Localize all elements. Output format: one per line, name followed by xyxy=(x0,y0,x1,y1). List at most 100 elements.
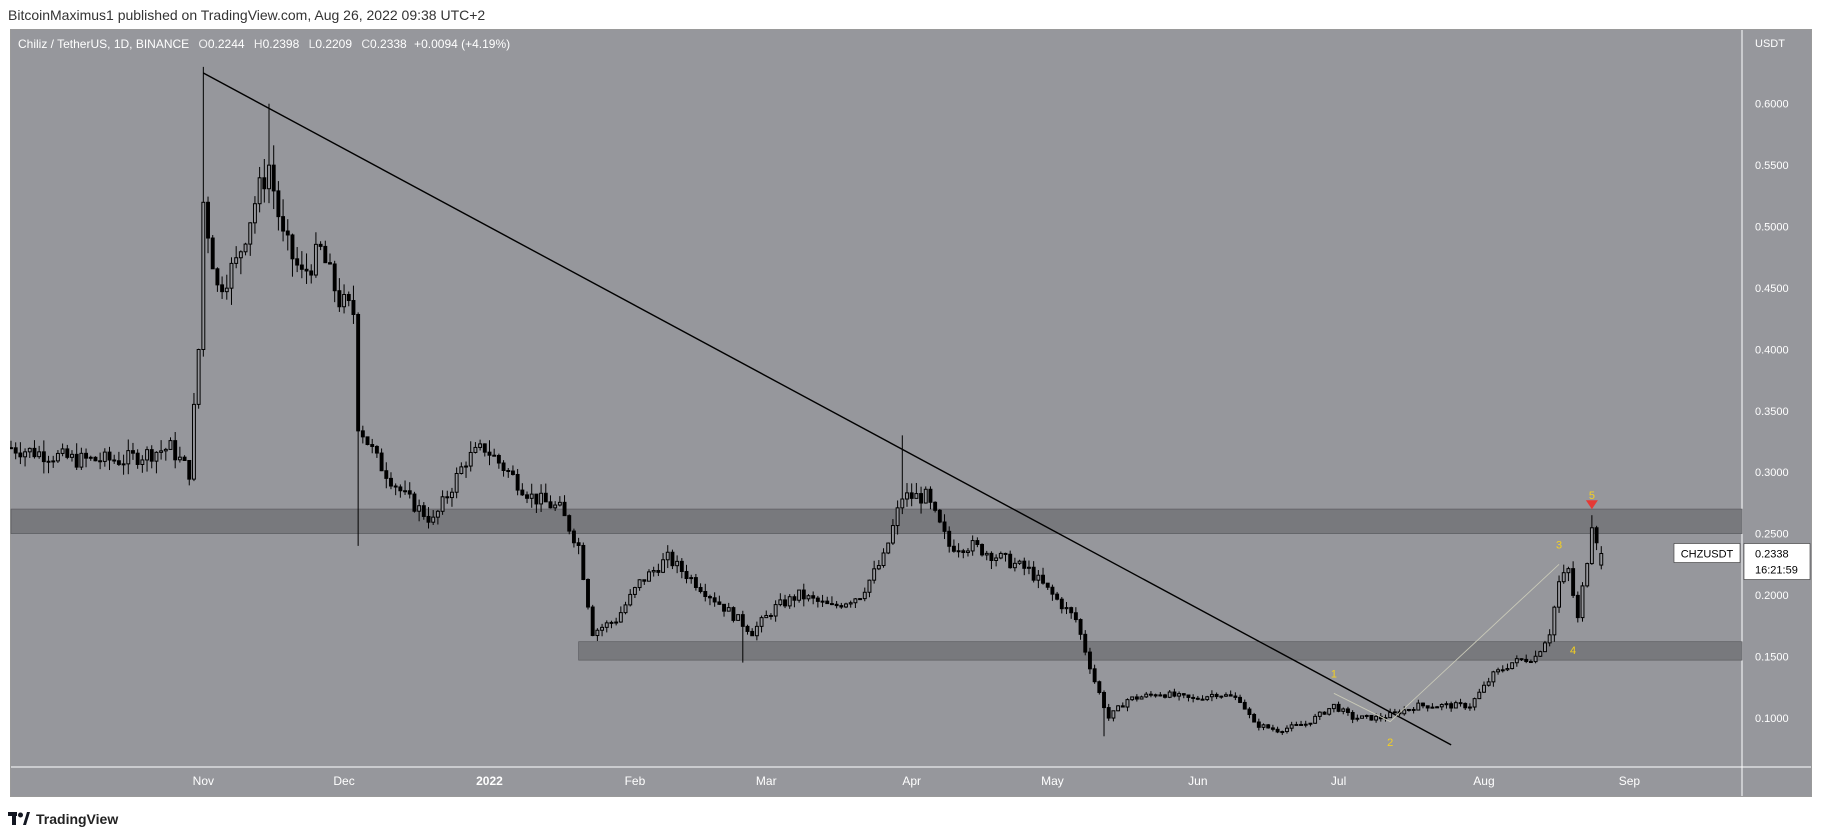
candle-body xyxy=(815,597,820,602)
candle xyxy=(675,555,680,574)
candle xyxy=(1449,701,1454,712)
candle xyxy=(41,440,46,474)
wave-count-path[interactable] xyxy=(1333,563,1560,723)
candle xyxy=(407,482,412,499)
candle xyxy=(1317,711,1322,720)
candle-body xyxy=(1087,651,1092,670)
price-axis-panel[interactable] xyxy=(1742,30,1811,767)
candle-body xyxy=(703,591,708,598)
candle xyxy=(510,465,515,476)
candle xyxy=(1242,699,1247,710)
time-tick-label: Jun xyxy=(1188,774,1207,788)
candle xyxy=(1083,630,1088,656)
candle-body xyxy=(384,470,389,479)
candle-body xyxy=(276,190,281,218)
candle-body xyxy=(459,466,464,474)
candle-body xyxy=(689,577,694,580)
candle xyxy=(722,603,726,617)
candle-body xyxy=(177,456,182,461)
candle xyxy=(356,312,361,546)
candle xyxy=(571,528,576,548)
wave-label-1: 1 xyxy=(1331,668,1337,680)
time-axis-panel[interactable] xyxy=(11,767,1742,796)
candle xyxy=(1411,707,1416,714)
candle-body xyxy=(829,603,834,606)
candle-body xyxy=(1435,706,1440,709)
candle-body xyxy=(792,596,797,601)
candle xyxy=(811,591,816,605)
candle xyxy=(403,480,408,495)
candle-body xyxy=(445,496,450,499)
candle-body xyxy=(328,262,332,265)
candle xyxy=(553,501,558,511)
candle-body xyxy=(900,498,905,509)
candle xyxy=(1055,591,1060,601)
time-tick-label: Apr xyxy=(902,774,921,788)
candle xyxy=(1041,567,1045,585)
candle xyxy=(1247,707,1252,719)
candle-body xyxy=(60,448,65,454)
candle xyxy=(295,247,300,273)
candle xyxy=(79,447,84,470)
candle-body xyxy=(1242,701,1247,710)
candle-body xyxy=(534,493,539,505)
candle xyxy=(895,500,900,535)
candle-body xyxy=(1238,696,1243,703)
candle-body xyxy=(1027,566,1031,569)
candle xyxy=(1172,688,1177,698)
candle xyxy=(51,455,56,468)
legend-symbol[interactable]: Chiliz / TetherUS, 1D, BINANCE xyxy=(18,37,190,51)
candle-body xyxy=(468,451,473,467)
candle-body xyxy=(210,237,215,270)
candle xyxy=(792,594,797,608)
wave-label-4: 4 xyxy=(1570,645,1576,657)
last-price-tag[interactable] xyxy=(1743,543,1811,580)
candle xyxy=(145,446,149,472)
candle xyxy=(1031,561,1036,583)
candle xyxy=(464,461,468,478)
tradingview-logo-icon[interactable] xyxy=(8,812,30,826)
candle xyxy=(1458,698,1463,707)
candle xyxy=(1064,601,1069,615)
ticker-tag[interactable] xyxy=(1673,543,1741,563)
candle xyxy=(984,550,989,561)
candle-body xyxy=(1350,711,1355,720)
candle xyxy=(370,438,375,454)
candle-body xyxy=(182,456,187,461)
candle xyxy=(1533,650,1538,664)
candle-body xyxy=(1561,572,1566,583)
legend-open-label: O xyxy=(198,37,208,51)
candle-body xyxy=(220,284,225,293)
candle xyxy=(149,445,154,469)
candle-body xyxy=(693,577,698,588)
price-tick-label: 0.4500 xyxy=(1755,283,1789,295)
candle xyxy=(1200,695,1205,701)
candle xyxy=(1097,680,1102,695)
candle-body xyxy=(1050,586,1055,595)
candle-body xyxy=(778,599,783,606)
candle-body xyxy=(379,452,384,472)
candle xyxy=(88,455,93,461)
resistance-zone[interactable] xyxy=(10,508,1743,534)
tradingview-brand[interactable]: TradingView xyxy=(36,811,119,827)
candle xyxy=(182,455,187,461)
legend-high-label: H xyxy=(253,37,263,51)
candle-body xyxy=(933,501,938,511)
candle-body xyxy=(229,262,234,289)
candle-body xyxy=(323,245,328,264)
candle xyxy=(609,620,614,629)
candle-body xyxy=(1341,708,1346,712)
candle xyxy=(1547,629,1552,647)
candle xyxy=(1599,546,1604,570)
candle-body xyxy=(1505,668,1510,671)
candle xyxy=(520,483,525,496)
candle-body xyxy=(520,489,525,496)
support-zone[interactable] xyxy=(578,641,1743,661)
candle xyxy=(1580,582,1585,622)
descending-trendline[interactable] xyxy=(203,72,1452,746)
price-chart[interactable]: USDT 1 2 3 4 5 0.1000 0.1500 0.2000 0.2500 0.300… xyxy=(10,29,1812,797)
candle xyxy=(46,455,51,474)
candle xyxy=(187,459,192,486)
candle-body xyxy=(107,451,112,461)
candle xyxy=(159,440,164,460)
